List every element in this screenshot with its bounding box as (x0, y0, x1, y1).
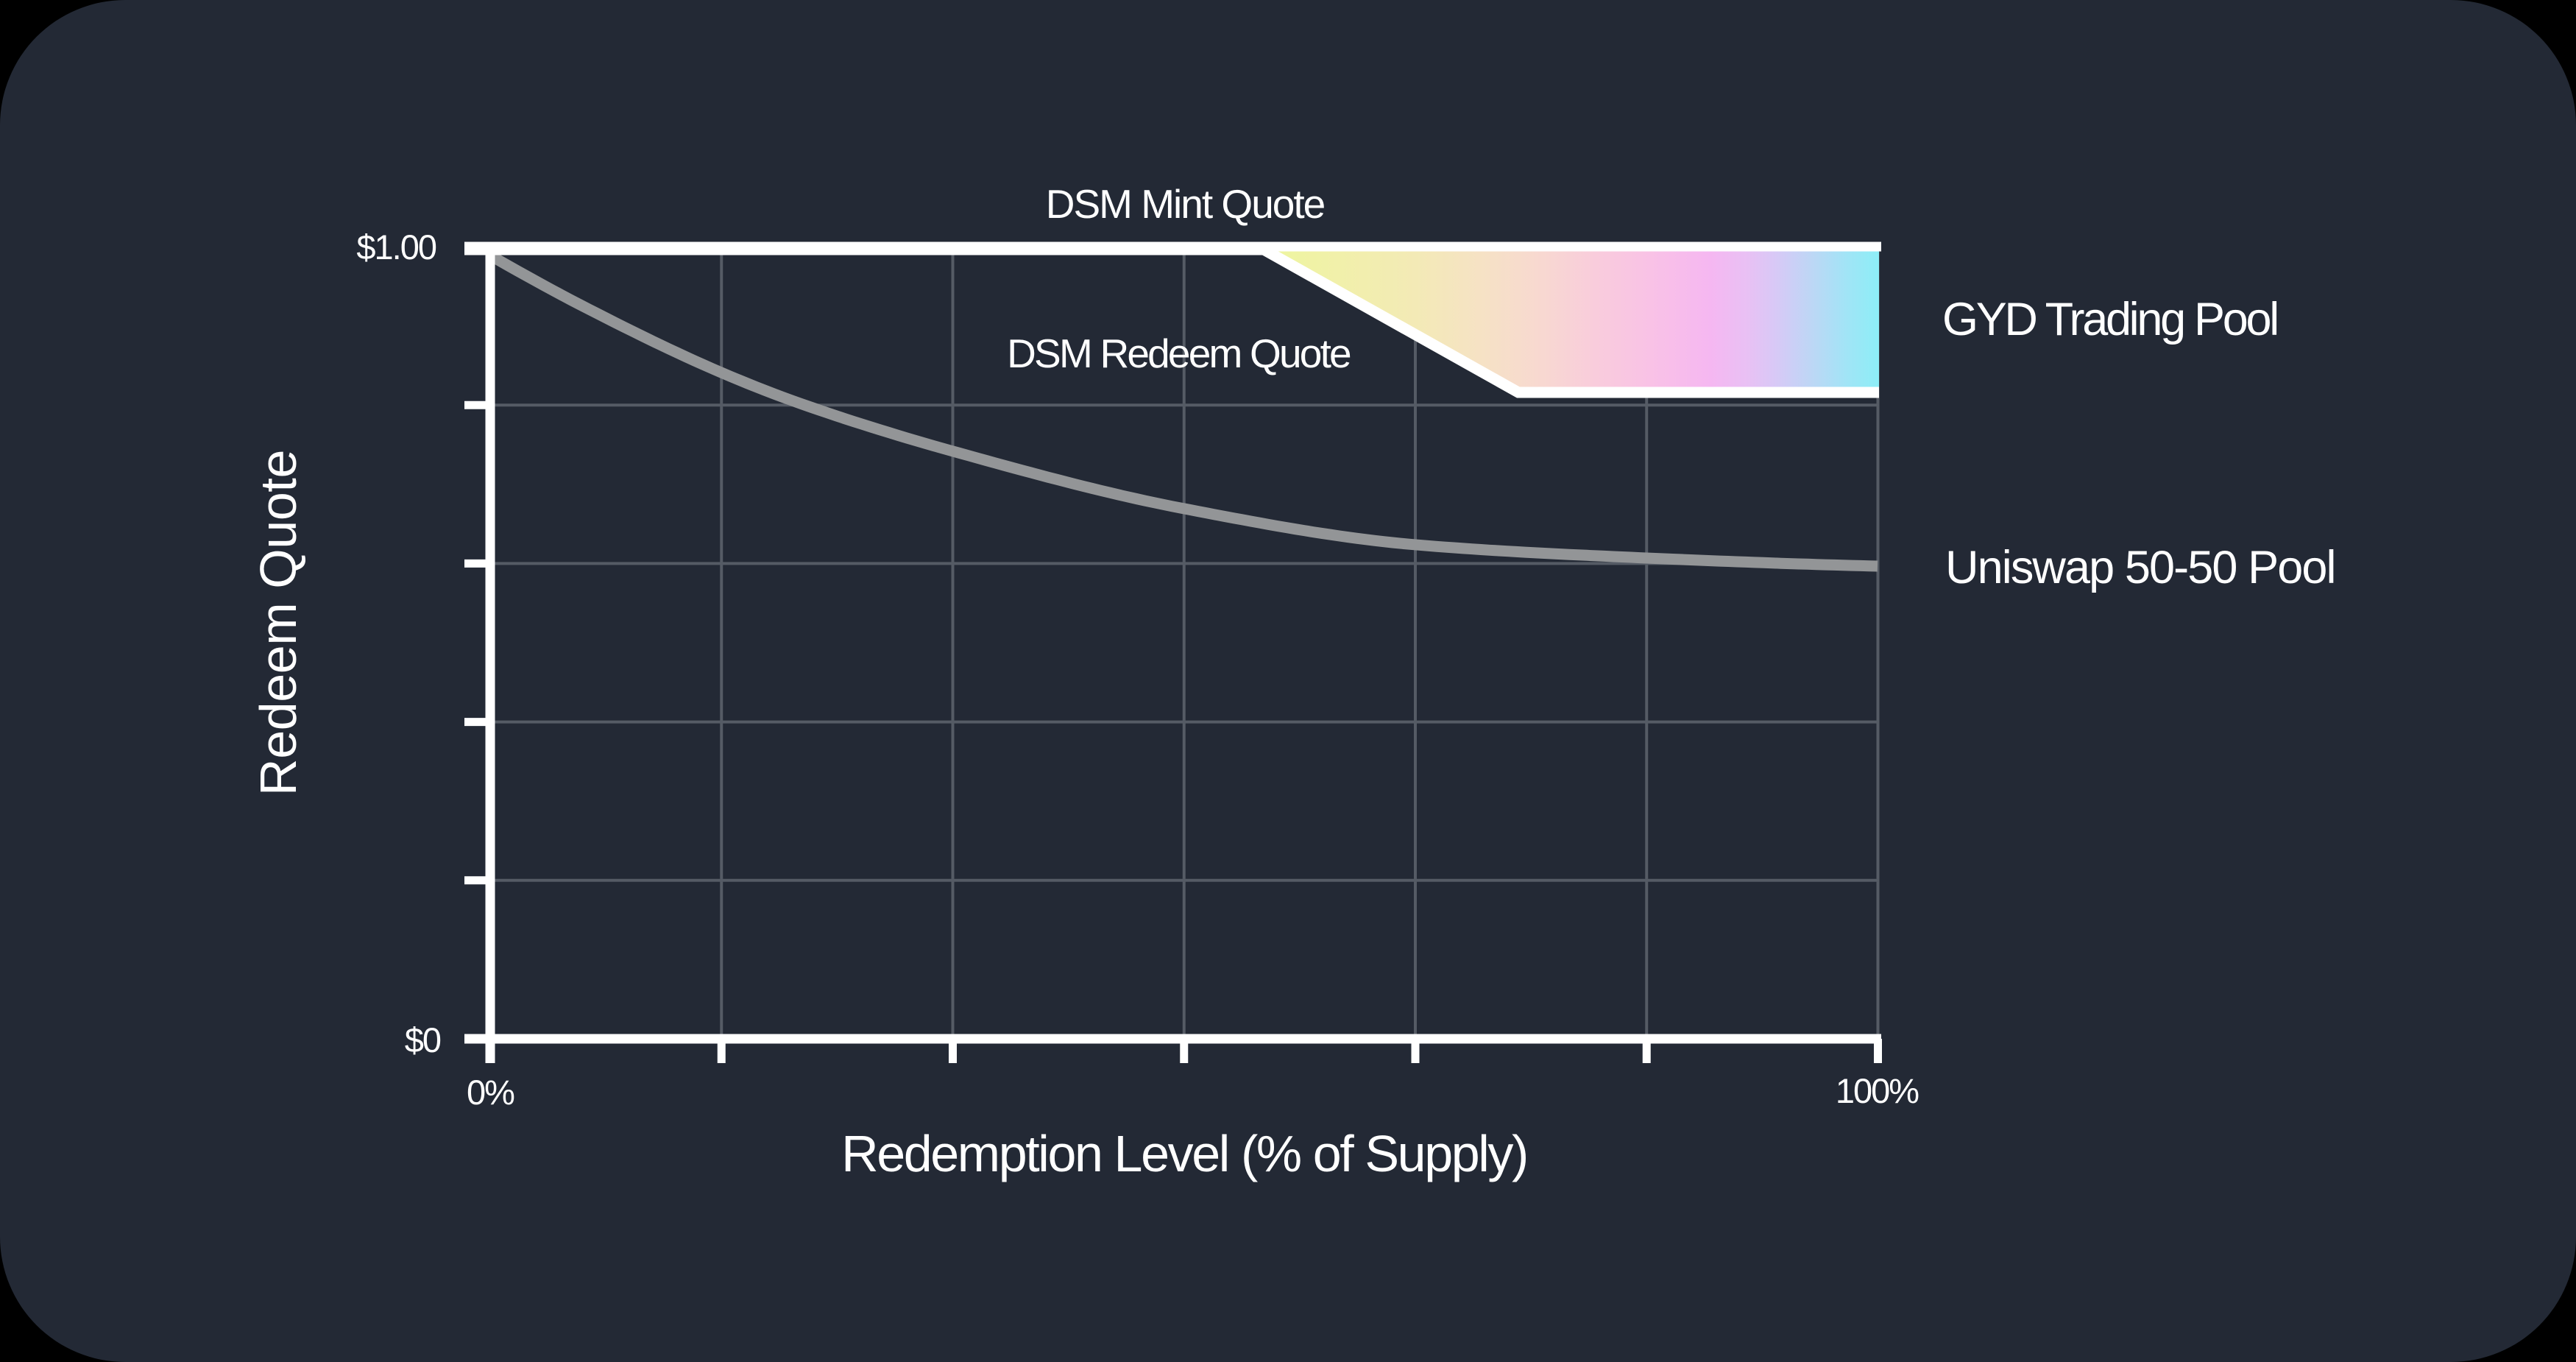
svg-text:0%: 0% (467, 1073, 514, 1112)
svg-text:DSM Mint Quote: DSM Mint Quote (1046, 181, 1325, 227)
svg-text:$0: $0 (405, 1020, 441, 1059)
svg-text:100%: 100% (1836, 1071, 1919, 1110)
svg-text:DSM Redeem Quote: DSM Redeem Quote (1007, 331, 1351, 376)
svg-text:$1.00: $1.00 (356, 227, 436, 267)
svg-text:GYD Trading Pool: GYD Trading Pool (1942, 294, 2277, 345)
svg-text:Redemption Level (% of Supply): Redemption Level (% of Supply) (841, 1125, 1527, 1182)
svg-text:Uniswap 50-50 Pool: Uniswap 50-50 Pool (1945, 542, 2335, 593)
svg-text:Redeem Quote: Redeem Quote (250, 450, 307, 796)
